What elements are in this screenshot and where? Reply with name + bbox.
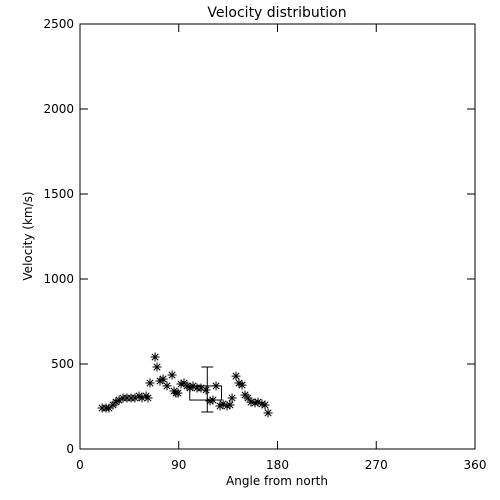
x-tick-label: 0 [76,458,84,472]
point [253,397,263,407]
point [104,403,114,413]
point [182,381,192,391]
y-tick-label: 2500 [43,17,74,31]
point [111,397,121,407]
point [237,380,247,390]
point [218,399,228,409]
point [114,395,124,405]
point [137,393,147,403]
point [152,362,162,372]
x-tick-label: 360 [464,458,487,472]
summary-box [189,385,223,401]
point [225,400,235,410]
point [158,374,168,384]
point [243,393,253,403]
point [155,376,165,386]
point [143,393,153,403]
error-bar [201,366,214,413]
point [162,381,172,391]
point [250,398,260,408]
x-tick-label: 90 [171,458,186,472]
y-tick-label: 2000 [43,102,74,116]
point [145,378,155,388]
point [167,370,177,380]
y-tick-label: 1500 [43,187,74,201]
point [215,401,225,411]
point [130,393,140,403]
point [231,371,241,381]
point [263,408,273,418]
point [222,401,232,411]
point [201,385,211,395]
y-tick-label: 500 [51,357,74,371]
point [246,397,256,407]
x-axis-label: Angle from north [226,474,328,488]
point [234,378,244,388]
point [260,400,270,410]
point [150,352,160,362]
y-tick-label: 0 [66,442,74,456]
point [173,388,183,398]
chart-title: Velocity distribution [207,5,346,21]
point [205,396,215,406]
y-axis-label: Velocity (km/s) [21,191,35,280]
point [176,379,186,389]
x-tick-label: 270 [365,458,388,472]
x-tick-label: 180 [266,458,289,472]
point [134,391,144,401]
point [196,383,206,393]
y-tick-label: 1000 [43,272,74,286]
point [257,399,267,409]
point [227,393,237,403]
